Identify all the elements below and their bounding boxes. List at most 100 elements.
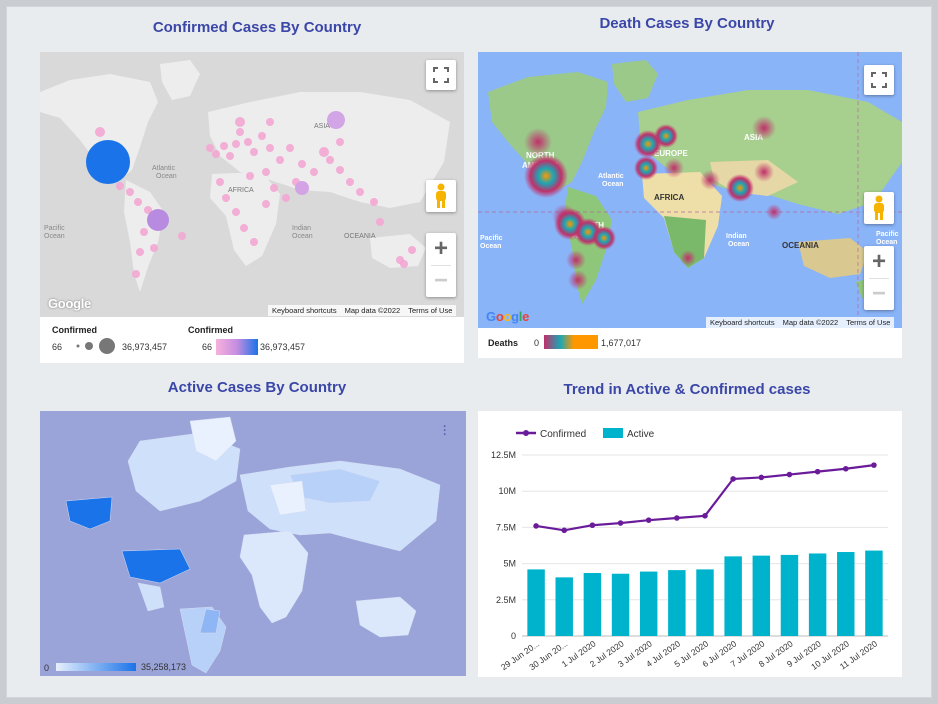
keyboard-shortcuts-link[interactable]: Keyboard shortcuts [272,306,337,315]
y-tick-label: 2.5M [496,595,516,605]
confirmed-point[interactable] [758,474,765,481]
deaths-street-view-pegman-button[interactable] [864,192,894,224]
y-tick-label: 10M [498,486,516,496]
more-vert-icon[interactable]: · · · [443,421,447,441]
deaths-map-atlantic-label: Atlantic [598,173,624,180]
deaths-zoom-out-button[interactable]: − [871,280,886,308]
deaths-google-logo: Google [486,309,530,324]
deaths-zoom-control: + − [864,246,894,310]
confirmed-point[interactable] [561,527,568,534]
active-legend-max: 35,258,173 [141,662,187,672]
dashboard-canvas: Confirmed Cases By Country Atlantic Ocea… [6,6,932,698]
deaths-map-canvas: Atlantic Ocean Pacific Ocean Pacific Oce… [478,52,902,328]
confirmed-point[interactable] [730,476,736,482]
active-bar[interactable] [527,569,545,636]
deaths-map-indian-label-2: Ocean [728,241,749,248]
zoom-control: + − [426,233,456,297]
active-bar[interactable] [696,569,714,636]
y-tick-label: 12.5M [491,450,516,460]
active-geo-canvas [40,411,466,676]
confirmed-legend: Confirmed 66 36,973,457 Confirmed 66 36,… [40,317,464,363]
street-view-pegman-button[interactable] [426,180,456,212]
deaths-map-attribution: Keyboard shortcuts Map data ©2022 Terms of… [706,317,895,328]
active-panel-title: Active Cases By Country [167,379,347,396]
deaths-map[interactable]: Atlantic Ocean Pacific Ocean Pacific Oce… [478,52,902,328]
confirmed-point[interactable] [702,513,708,519]
confirmed-point[interactable] [617,520,624,526]
map-attribution: Keyboard shortcuts Map data ©2022 Terms of… [268,305,457,316]
confirmed-panel-title: Confirmed Cases By Country [152,19,362,36]
deaths-map-pacific-label-left: Pacific [480,235,503,242]
legend-active-label: Active [627,429,655,440]
fullscreen-icon [433,67,449,83]
active-bar[interactable] [583,573,602,636]
confirmed-point[interactable] [871,462,877,468]
terms-link[interactable]: Terms of Use [408,306,453,315]
active-bar[interactable] [752,555,771,636]
active-bar[interactable] [639,571,658,636]
color-legend-title: Confirmed [188,325,233,335]
color-legend-max: 36,973,457 [260,342,306,352]
active-bar[interactable] [611,573,630,636]
confirmed-point[interactable] [674,515,680,521]
active-bar[interactable] [780,554,799,636]
confirmed-point[interactable] [589,522,596,529]
confirmed-map[interactable]: Atlantic Ocean Pacific Ocean Indian Ocea… [40,52,464,317]
deaths-map-africa-label: AFRICA [654,193,684,202]
trend-confirmed-line [533,462,877,534]
pegman-icon [874,195,884,220]
zoom-in-button[interactable]: + [433,234,448,262]
color-legend-gradient [216,339,258,355]
deaths-keyboard-shortcuts-link[interactable]: Keyboard shortcuts [710,318,775,327]
confirmed-point[interactable] [786,471,793,478]
confirmed-map-atlantic-label-2: Ocean [156,173,177,180]
deaths-map-pacific-label-left-2: Ocean [480,243,501,250]
confirmed-point[interactable] [645,517,652,523]
deaths-terms-link[interactable]: Terms of Use [846,318,891,327]
deaths-legend-gradient [544,335,598,349]
confirmed-point[interactable] [814,468,821,475]
pegman-icon [436,183,446,208]
deaths-map-oceania-label: OCEANIA [782,241,819,250]
legend-active-swatch [603,428,623,438]
confirmed-map-pacific-label-2: Ocean [44,233,65,240]
confirmed-map-oceania-label: OCEANIA [344,233,376,240]
size-legend-circles [76,338,115,354]
active-geo-map[interactable]: · · · 0 35,258,173 [40,411,466,676]
confirmed-map-atlantic-label: Atlantic [152,165,175,172]
deaths-legend-min: 0 [534,338,540,348]
active-bar[interactable] [724,556,742,636]
size-legend-max: 36,973,457 [122,342,168,352]
confirmed-map-indian-label: Indian [292,225,311,232]
deaths-map-europe-label: EUROPE [654,149,688,158]
active-bar[interactable] [555,577,573,636]
google-logo: Google [48,296,91,311]
deaths-zoom-in-button[interactable]: + [871,247,886,275]
confirmed-point[interactable] [842,465,849,472]
confirmed-line-path [535,464,875,532]
fullscreen-button[interactable] [426,60,456,90]
deaths-zoom-separator [869,277,889,279]
confirmed-point[interactable] [533,523,539,529]
deaths-legend-title: Deaths [488,338,519,348]
active-bar[interactable] [837,552,855,636]
confirmed-map-pacific-label: Pacific [44,225,65,232]
active-bar[interactable] [865,550,883,636]
trend-active-bars [527,550,883,636]
trend-chart[interactable]: Confirmed Active 0 2.5M 5M 7.5M 10M 12.5M 29 … [478,411,902,677]
map-data-text: Map data ©2022 [344,306,401,315]
confirmed-map-africa-label: AFRICA [228,187,254,194]
zoom-out-button[interactable]: − [433,267,448,295]
y-tick-label: 7.5M [496,522,516,532]
deaths-map-asia-label: ASIA [744,133,763,142]
deaths-map-pacific-label-right-2: Ocean [876,239,897,246]
active-legend-min: 0 [44,663,50,673]
deaths-fullscreen-button[interactable] [864,65,894,95]
size-legend-title: Confirmed [52,325,97,335]
active-bar[interactable] [668,570,686,636]
trend-y-axis: 0 2.5M 5M 7.5M 10M 12.5M [491,450,516,641]
deaths-legend-max: 1,677,017 [601,338,642,348]
active-bar[interactable] [808,553,827,636]
size-legend-min: 66 [52,342,63,352]
